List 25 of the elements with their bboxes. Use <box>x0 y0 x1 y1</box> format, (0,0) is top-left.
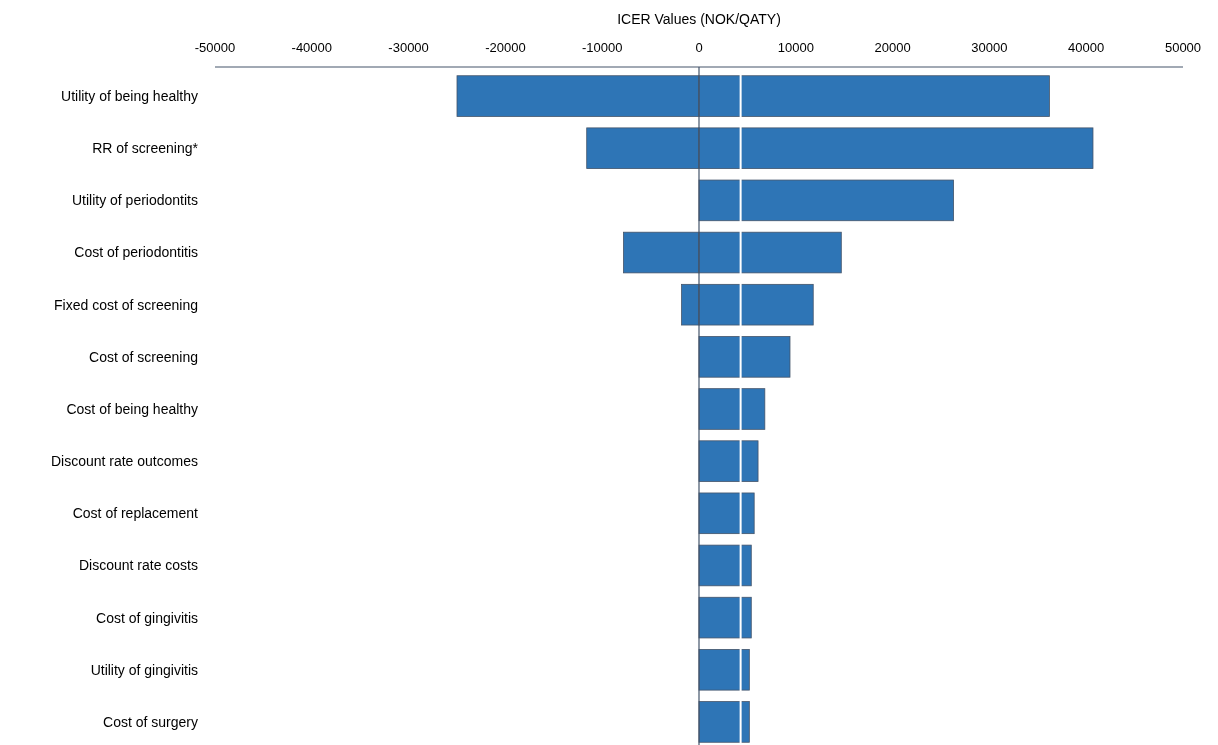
y-tick-label: Utility of gingivitis <box>90 661 198 678</box>
y-tick-label: Cost of being healthy <box>66 400 198 417</box>
y-tick-label: Cost of replacement <box>72 505 199 522</box>
y-tick-label: Discount rate costs <box>78 557 198 574</box>
x-tick-label: 0 <box>695 40 703 55</box>
y-tick-label: Fixed cost of screening <box>54 296 198 313</box>
y-tick-label: Cost of periodontitis <box>74 244 198 261</box>
x-tick-label: -30000 <box>388 40 429 55</box>
x-tick-label: 10000 <box>777 40 814 55</box>
y-tick-label: Discount rate outcomes <box>50 453 198 470</box>
y-tick-label: Utility of periodontits <box>71 192 198 209</box>
x-tick-label: 50000 <box>1164 40 1202 55</box>
x-tick-label: -10000 <box>581 40 623 55</box>
y-tick-label: RR of screening* <box>92 140 199 157</box>
x-axis-title: ICER Values (NOK/QATY) <box>617 11 781 27</box>
x-tick-label: 30000 <box>971 40 1008 55</box>
x-tick-label: 40000 <box>1068 40 1105 55</box>
y-tick-label: Utility of being healthy <box>61 87 198 104</box>
x-tick-label: -20000 <box>485 40 526 55</box>
x-tick-label: -40000 <box>291 40 333 55</box>
y-tick-label: Cost of gingivitis <box>96 609 198 626</box>
x-tick-label: -50000 <box>194 40 236 55</box>
y-tick-label: Cost of surgery <box>103 713 198 730</box>
x-tick-label: 20000 <box>874 40 911 55</box>
y-tick-label: Cost of screening <box>89 348 198 365</box>
